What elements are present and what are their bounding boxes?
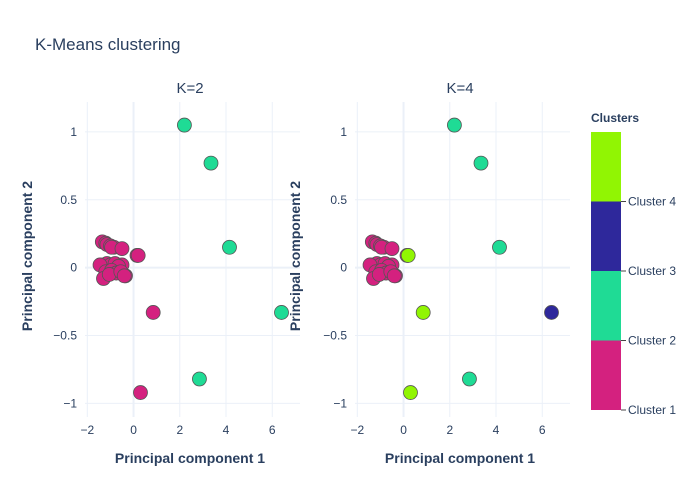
y-tick-label: 0.5 (60, 193, 77, 207)
scatter-point-cluster-1[interactable] (384, 241, 400, 257)
colorbar-tick-label: Cluster 3 (628, 264, 676, 278)
scatter-point-cluster-2[interactable] (222, 239, 237, 255)
x-tick-label: −2 (80, 423, 94, 437)
x-tick-label: 0 (130, 423, 137, 437)
y-tick-label: −1 (63, 396, 77, 410)
y-axis-title: Principal component 2 (19, 181, 35, 331)
x-tick-label: 0 (400, 423, 407, 437)
y-tick-label: 0 (70, 261, 77, 275)
y-tick-label: 0.5 (330, 193, 347, 207)
panel-title: K=4 (446, 80, 473, 97)
scatter-point-cluster-4[interactable] (415, 305, 431, 320)
scatter-point-cluster-2[interactable] (192, 371, 207, 387)
gridlines (85, 102, 300, 417)
scatter-point-cluster-4[interactable] (403, 385, 418, 400)
x-tick-label: 4 (493, 423, 500, 437)
scatter-point-cluster-1[interactable] (386, 268, 402, 284)
y-axis-title: Principal component 2 (287, 181, 303, 331)
colorbar-tick-label: Cluster 2 (628, 334, 676, 348)
y-tick-label: 0 (340, 261, 347, 275)
y-tick-label: 1 (70, 125, 77, 139)
scatter-point-cluster-1[interactable] (114, 241, 130, 257)
y-tick-label: −0.5 (323, 329, 347, 343)
x-tick-label: −2 (350, 423, 364, 437)
x-axis-title: Principal component 1 (115, 450, 265, 466)
scatter-point-cluster-2[interactable] (447, 117, 462, 133)
scatter-point-cluster-2[interactable] (203, 155, 219, 171)
x-tick-label: 2 (176, 423, 183, 437)
scatter-panel-k2: K=2 Principal component 1 Principal comp… (19, 80, 300, 466)
y-tick-label: −0.5 (53, 329, 77, 343)
scatter-point-cluster-3[interactable] (544, 305, 559, 320)
figure-title: K-Means clustering (35, 35, 181, 54)
colorbar-swatch-cluster-4 (591, 132, 621, 202)
scatter-points (92, 117, 289, 400)
x-tick-label: 6 (269, 423, 276, 437)
x-tick-label: 2 (446, 423, 453, 437)
scatter-point-cluster-1[interactable] (133, 385, 148, 400)
colorbar-swatch-cluster-2 (591, 271, 621, 341)
scatter-point-cluster-1[interactable] (116, 268, 132, 284)
colorbar-tick-label: Cluster 1 (628, 403, 676, 417)
colorbar-title: Clusters (591, 111, 639, 125)
colorbar-tick-label: Cluster 4 (628, 195, 676, 209)
scatter-point-cluster-2[interactable] (473, 155, 489, 171)
colorbar-swatch-cluster-3 (591, 201, 621, 271)
scatter-point-cluster-2[interactable] (492, 239, 507, 255)
scatter-panel-k4: K=4 Principal component 1 Principal comp… (287, 80, 570, 466)
colorbar-swatch-cluster-1 (591, 340, 621, 410)
scatter-points (362, 117, 559, 400)
scatter-point-cluster-4[interactable] (400, 248, 416, 263)
scatter-point-cluster-1[interactable] (145, 305, 161, 320)
y-tick-label: 1 (340, 125, 347, 139)
x-tick-label: 6 (539, 423, 546, 437)
scatter-point-cluster-2[interactable] (462, 371, 477, 387)
panel-title: K=2 (176, 80, 203, 97)
y-tick-label: −1 (333, 396, 347, 410)
scatter-point-cluster-2[interactable] (274, 305, 289, 320)
scatter-point-cluster-1[interactable] (130, 248, 146, 263)
x-axis-title: Principal component 1 (385, 450, 535, 466)
cluster-colorbar: Clusters Cluster 4 Cluster 3 Cluster 2 Clus… (591, 111, 676, 417)
x-tick-label: 4 (223, 423, 230, 437)
scatter-point-cluster-2[interactable] (177, 117, 192, 133)
